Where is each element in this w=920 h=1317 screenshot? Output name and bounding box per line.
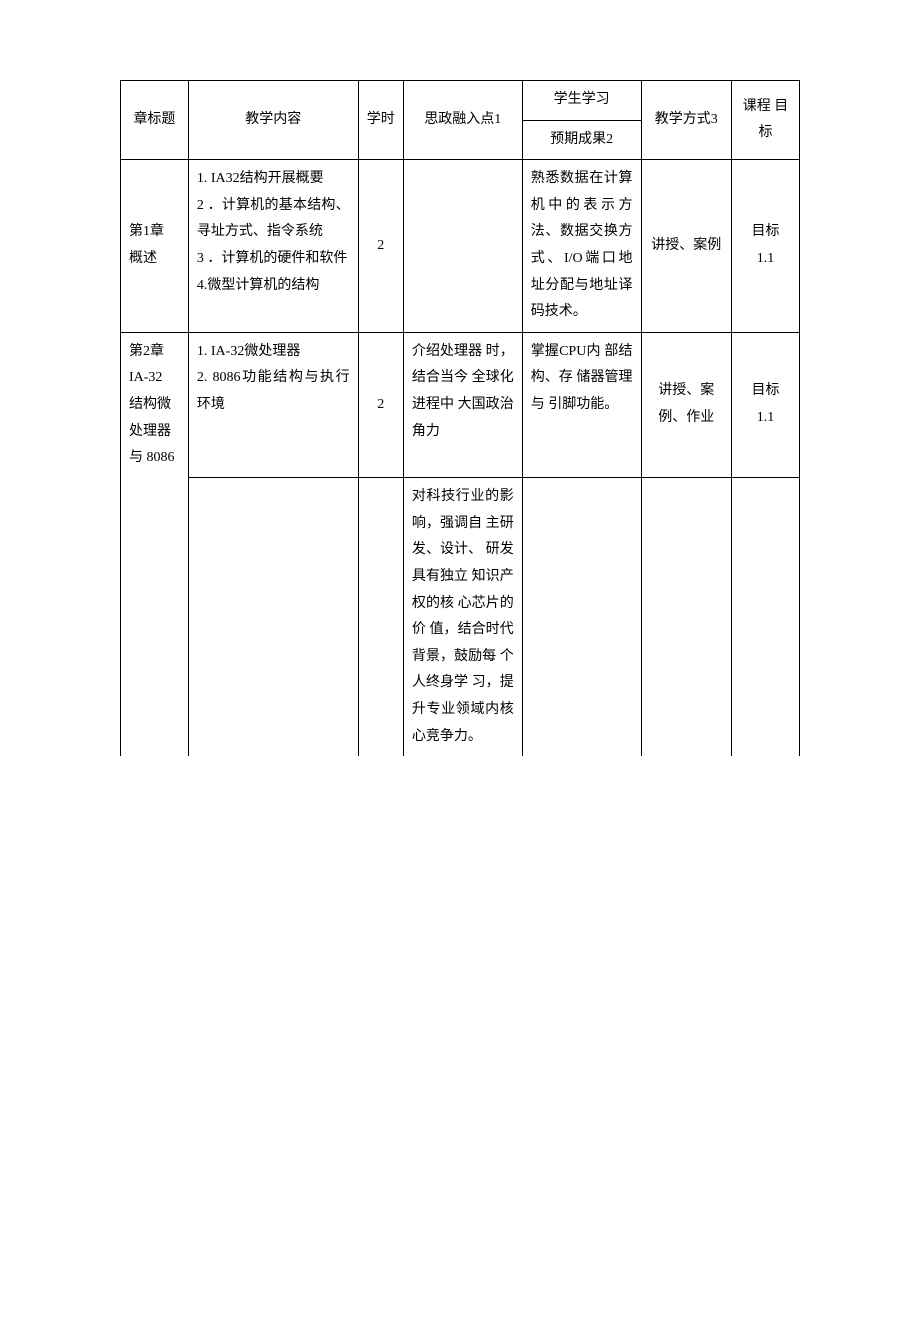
cell-outcome: 掌握CPU内 部结构、存 储器管理与 引脚功能。 <box>522 332 641 477</box>
header-chapter: 章标题 <box>121 81 189 160</box>
cell-content <box>188 478 358 756</box>
cell-chapter <box>121 478 189 756</box>
table-body: 第1章概述 1. IA32结构开展概要2 ．计算机的基本结构、寻址方式、指令系统… <box>121 160 800 756</box>
cell-goal <box>732 478 800 756</box>
header-hours: 学时 <box>358 81 403 160</box>
header-method: 教学方式3 <box>641 81 732 160</box>
header-outcome-top: 学生学习 <box>522 81 641 121</box>
cell-goal: 目标1.1 <box>732 332 800 477</box>
cell-ideology: 对科技行业的影响，强调自 主研发、设计、 研发具有独立 知识产权的核 心芯片的价… <box>403 478 522 756</box>
cell-goal: 目标1.1 <box>732 160 800 333</box>
header-ideology: 思政融入点1 <box>403 81 522 160</box>
cell-content: 1. IA32结构开展概要2 ．计算机的基本结构、寻址方式、指令系统3 ．计算机… <box>188 160 358 333</box>
cell-method <box>641 478 732 756</box>
cell-content: 1. IA-32微处理器2. 8086功能结构与执行环境 <box>188 332 358 477</box>
cell-hours: 2 <box>358 332 403 477</box>
cell-outcome <box>522 478 641 756</box>
cell-ideology: 介绍处理器 时，结合当今 全球化进程中 大国政治角力 <box>403 332 522 477</box>
cell-ideology <box>403 160 522 333</box>
cell-chapter: 第1章概述 <box>121 160 189 333</box>
header-goal: 课程 目标 <box>732 81 800 160</box>
table-row: 第1章概述 1. IA32结构开展概要2 ．计算机的基本结构、寻址方式、指令系统… <box>121 160 800 333</box>
cell-method: 讲授、案例、作业 <box>641 332 732 477</box>
table-row: 对科技行业的影响，强调自 主研发、设计、 研发具有独立 知识产权的核 心芯片的价… <box>121 478 800 756</box>
header-row-1: 章标题 教学内容 学时 思政融入点1 学生学习 教学方式3 课程 目标 <box>121 81 800 121</box>
course-table: 章标题 教学内容 学时 思政融入点1 学生学习 教学方式3 课程 目标 预期成果… <box>120 80 800 756</box>
header-content: 教学内容 <box>188 81 358 160</box>
table-row: 第2章IA-32结构微处理器与 8086 1. IA-32微处理器2. 8086… <box>121 332 800 477</box>
header-outcome-bottom: 预期成果2 <box>522 120 641 160</box>
table-header: 章标题 教学内容 学时 思政融入点1 学生学习 教学方式3 课程 目标 预期成果… <box>121 81 800 160</box>
cell-outcome: 熟悉数据在计算机中的表示方法、数据交换方式、I/O端口地址分配与地址译码技术。 <box>522 160 641 333</box>
cell-hours: 2 <box>358 160 403 333</box>
cell-method: 讲授、案例 <box>641 160 732 333</box>
cell-chapter: 第2章IA-32结构微处理器与 8086 <box>121 332 189 477</box>
cell-hours <box>358 478 403 756</box>
